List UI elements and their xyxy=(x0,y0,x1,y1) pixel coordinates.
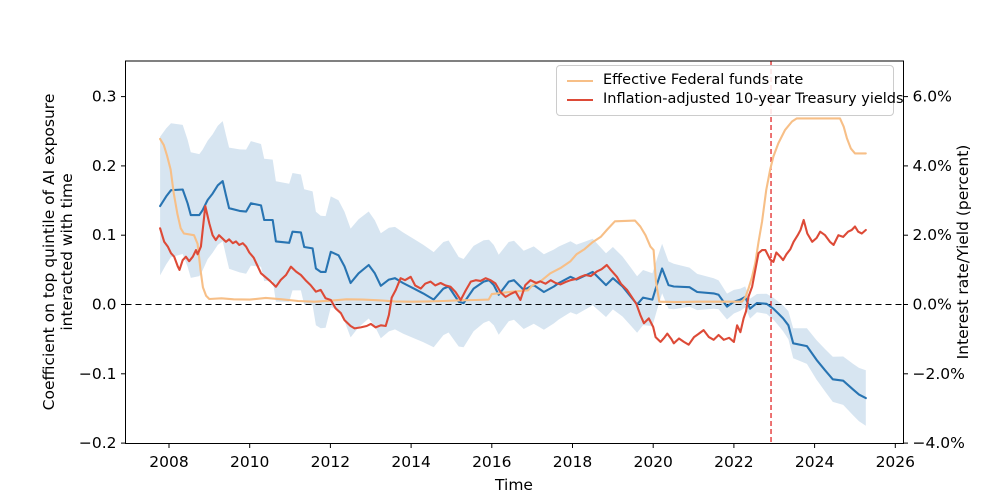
x-tick-label-2010: 2010 xyxy=(230,453,269,471)
y-left-tick-label--0.1: −0.1 xyxy=(79,365,117,383)
plot-border xyxy=(125,60,904,444)
confidence-band xyxy=(160,121,866,426)
x-tick-label-2014: 2014 xyxy=(391,453,430,471)
x-tick-label-2012: 2012 xyxy=(311,453,350,471)
legend-item-treasury: Inflation-adjusted 10-year Treasury yiel… xyxy=(567,90,904,109)
treasury-line-swatch xyxy=(567,98,593,101)
y-left-tick-label-0: 0.0 xyxy=(92,296,117,314)
y-left-tick-label-0.2: 0.2 xyxy=(92,157,117,175)
y-left-tick-label-0.3: 0.3 xyxy=(92,88,117,106)
y-right-tick-label--2: −2.0% xyxy=(913,365,965,383)
y-axis-label-right: Interest rate/Yield (percent) xyxy=(954,145,972,360)
x-tick-label-2024: 2024 xyxy=(795,453,834,471)
series-layer xyxy=(159,117,867,400)
y-left-tick-label--0.2: −0.2 xyxy=(79,434,117,452)
x-tick-label-2018: 2018 xyxy=(553,453,592,471)
treasury-yield-line xyxy=(159,205,867,346)
y-right-tick-label--4: −4.0% xyxy=(913,434,965,452)
confidence-band-layer xyxy=(160,121,866,426)
y-right-tick-label-0: 0.0% xyxy=(913,296,952,314)
legend-item-fed-funds: Effective Federal funds rate xyxy=(567,71,883,90)
y-right-tick-label-4: 4.0% xyxy=(913,157,952,175)
x-tick-label-2016: 2016 xyxy=(472,453,511,471)
fed-funds-line xyxy=(159,117,867,304)
legend: Effective Federal funds rate Inflation-a… xyxy=(556,65,904,116)
legend-label-treasury: Inflation-adjusted 10-year Treasury yiel… xyxy=(603,91,904,107)
y-axis-label-left-line2: interacted with time xyxy=(58,173,76,330)
x-axis-label: Time xyxy=(494,476,533,494)
x-tick-label-2026: 2026 xyxy=(876,453,915,471)
y-right-tick-label-6: 6.0% xyxy=(913,88,952,106)
y-axis-label-left-line1: Coefficient on top quintile of AI exposu… xyxy=(40,94,58,411)
x-tick-label-2022: 2022 xyxy=(714,453,753,471)
fed-funds-line-swatch xyxy=(567,79,593,82)
x-tick-label-2020: 2020 xyxy=(633,453,672,471)
legend-label-fed-funds: Effective Federal funds rate xyxy=(603,72,804,88)
x-tick-label-2008: 2008 xyxy=(149,453,188,471)
y-left-tick-label-0.1: 0.1 xyxy=(92,226,117,244)
ticks-layer: 2008 2010 2012 2014 2016 2018 2020 2022 2024 2026… xyxy=(79,88,965,471)
y-right-tick-label-2: 2.0% xyxy=(913,226,952,244)
